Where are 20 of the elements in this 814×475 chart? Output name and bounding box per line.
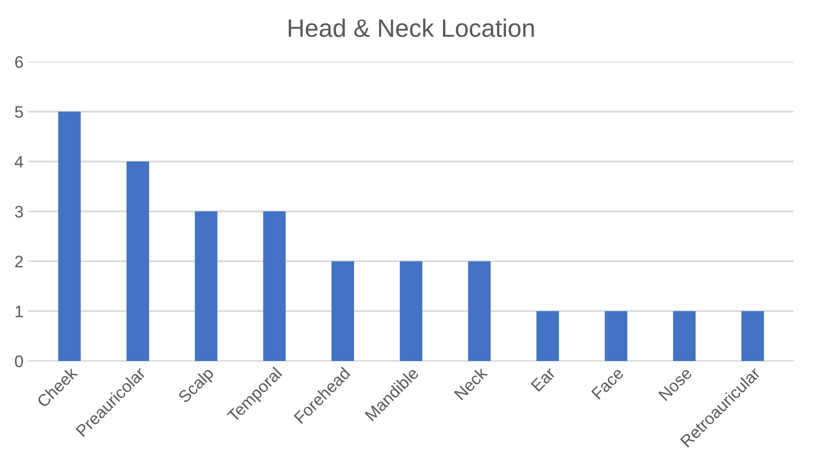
y-tick-label: 1 bbox=[16, 306, 23, 318]
y-tick-label: 2 bbox=[15, 256, 23, 268]
bar bbox=[400, 261, 422, 361]
bar bbox=[536, 311, 559, 361]
bar bbox=[263, 211, 286, 361]
bar bbox=[126, 162, 150, 361]
y-tick-label: 4 bbox=[14, 156, 24, 168]
bar bbox=[604, 311, 628, 361]
y-tick-label: 0 bbox=[15, 355, 23, 368]
y-tick-label: 3 bbox=[14, 206, 23, 218]
bar bbox=[331, 261, 354, 361]
y-tick-label: 5 bbox=[15, 106, 23, 118]
bar bbox=[673, 311, 696, 361]
bar bbox=[468, 261, 491, 361]
bar bbox=[741, 311, 764, 361]
bar bbox=[194, 211, 218, 361]
y-tick-label: 6 bbox=[15, 56, 23, 68]
chart-title: Head & Neck Location bbox=[288, 18, 534, 37]
x-tick-label: Ear bbox=[530, 366, 556, 392]
bar bbox=[58, 112, 81, 361]
